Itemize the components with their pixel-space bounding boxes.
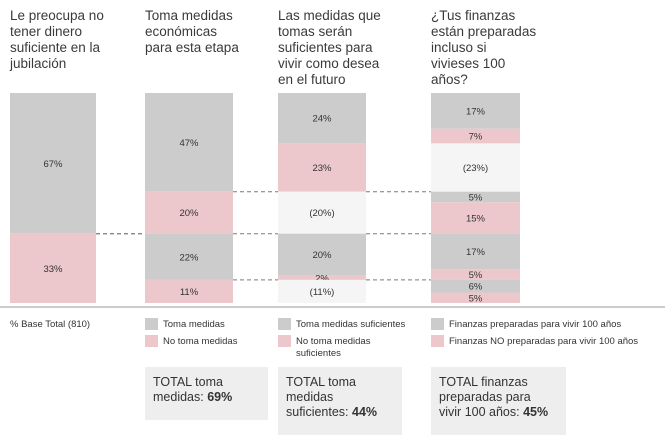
legend-swatch-grey — [145, 318, 158, 330]
total-box-1: TOTAL toma medidas: 69% — [145, 367, 268, 420]
bar-segment-4-6 — [431, 233, 520, 270]
base-total-label: % Base Total (810) — [10, 319, 91, 330]
legend-swatch-grey — [278, 318, 291, 330]
column-header-2: Toma medidas económicas para esta etapa — [145, 8, 239, 55]
total-box-3: TOTAL finanzas preparadas para vivir 100… — [431, 367, 566, 435]
bar-segment-4-2 — [431, 128, 520, 144]
column-header-3: Las medidas que tomas serán suficientes … — [278, 8, 381, 87]
total-text: TOTAL finanzas preparadas para vivir 100… — [439, 375, 531, 419]
bar-label-1-2: 33% — [43, 264, 63, 275]
bar-label-4-6: 17% — [466, 247, 486, 258]
bar-segment-4-9 — [431, 292, 520, 303]
legend-swatch-pink — [431, 335, 444, 347]
bar-segment-3-5 — [278, 275, 366, 280]
column-header-4: ¿Tus finanzas están preparadas incluso s… — [431, 8, 537, 87]
bar-segment-4-4 — [431, 191, 520, 203]
bar-label-2-3: 22% — [179, 252, 199, 263]
legend-label: Finanzas NO preparadas para vivir 100 añ… — [449, 336, 639, 347]
legend-swatch-pink — [145, 335, 158, 347]
bar-label-4-8: 6% — [469, 282, 483, 293]
bar-segment-1-1 — [10, 93, 96, 234]
bar-label-4-1: 17% — [466, 106, 486, 117]
bar-label-3-1: 24% — [312, 114, 332, 125]
bar-segment-2-3 — [145, 233, 233, 280]
bar-segment-4-5 — [431, 202, 520, 234]
bar-label-1-1: 67% — [43, 159, 63, 170]
legend-label: Toma medidas — [163, 319, 225, 330]
bar-label-3-5: 2% — [315, 273, 329, 284]
total-value: 45% — [523, 405, 549, 419]
bar-label-4-5: 15% — [466, 213, 486, 224]
bar-label-4-9: 5% — [469, 293, 483, 304]
total-value: 69% — [207, 390, 233, 404]
bar-label-2-2: 20% — [179, 208, 199, 219]
legend-label: No toma medidas — [163, 336, 238, 347]
legend-label: Toma medidas suficientes — [296, 319, 406, 330]
legend-swatch-pink — [278, 335, 291, 347]
bar-segment-3-4 — [278, 233, 366, 276]
bar-segment-4-7 — [431, 269, 520, 280]
bar-label-3-4: 20% — [312, 250, 332, 261]
total-text: TOTAL toma medidas suficientes: — [286, 375, 356, 419]
total-text: TOTAL toma medidas: — [153, 375, 223, 404]
bar-segment-4-8 — [431, 279, 520, 293]
total-value: 44% — [352, 405, 378, 419]
bar-segment-4-3 — [431, 143, 520, 192]
bar-label-4-4: 5% — [469, 192, 483, 203]
bar-label-4-7: 5% — [469, 270, 483, 281]
bar-label-2-4: 11% — [180, 287, 199, 298]
legend-label: Finanzas preparadas para vivir 100 años — [449, 319, 622, 330]
bar-segment-2-2 — [145, 191, 233, 234]
bar-label-3-3: (20%) — [309, 208, 334, 219]
bar-label-3-6: (11%) — [310, 287, 335, 298]
bar-label-4-3: (23%) — [463, 163, 488, 174]
total-box-2: TOTAL toma medidas suficientes: 44% — [278, 367, 402, 435]
column-header-1: Le preocupa no tener dinero suficiente e… — [10, 8, 104, 71]
legend-swatch-grey — [431, 318, 444, 330]
bar-segment-2-4 — [145, 279, 233, 303]
bar-segment-3-1 — [278, 93, 366, 144]
bar-segment-1-2 — [10, 233, 96, 303]
bar-segment-3-6 — [278, 279, 366, 303]
bar-segment-3-3 — [278, 191, 366, 234]
bar-segment-4-1 — [431, 93, 520, 129]
legend-label: No toma medidas suficientes — [296, 336, 371, 359]
bar-label-3-2: 23% — [312, 163, 332, 174]
bar-label-2-1: 47% — [179, 138, 199, 149]
bar-segment-2-1 — [145, 93, 233, 192]
bar-label-4-2: 7% — [469, 132, 483, 143]
bar-segment-3-2 — [278, 143, 366, 192]
